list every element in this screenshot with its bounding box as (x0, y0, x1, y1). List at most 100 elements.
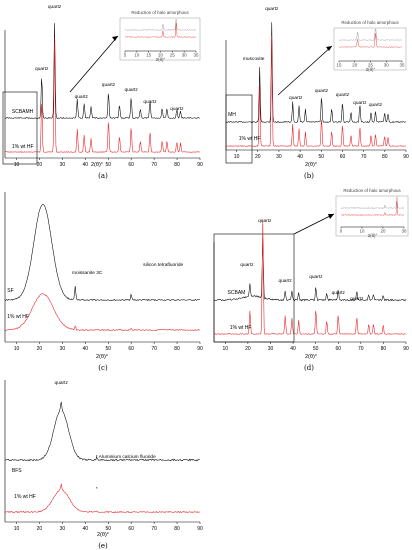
d-annotation: quartz (240, 262, 254, 268)
panel-label-a: (a) (98, 172, 108, 180)
b-tick-label: 40 (297, 154, 303, 160)
b-tick-label: 30 (276, 154, 282, 160)
b-inset-tick-label: 15 (337, 63, 342, 68)
e-tick-label: 90 (197, 526, 203, 532)
e-tick-label: 60 (128, 526, 134, 532)
b-inset-xlabel: 2(θ)° (366, 67, 376, 72)
b-inset-tick-label: 35 (400, 63, 405, 68)
inset-d-arrowhead (328, 214, 334, 219)
c-tick-label: 40 (83, 346, 89, 352)
e-tick-label: 10 (14, 526, 20, 532)
b-tick-label: 10 (234, 154, 240, 160)
e-annotation: * Aluminium calcium fluoride (96, 454, 156, 460)
chart-b: Reduction of halo amorphous 2(θ)° (b) 10… (225, 6, 409, 180)
d-inset-tick-label: 0 (340, 229, 343, 234)
xlabel-c: 2(θ)° (96, 354, 108, 360)
a-series-label: SCBAMH (12, 109, 34, 115)
d-tick-label: 30 (268, 346, 274, 352)
a-inset-tick-label: 25 (170, 53, 175, 58)
a-tick-label: 40 (83, 162, 89, 168)
c-series-hf (4, 293, 200, 331)
c-tick-label: 50 (105, 346, 111, 352)
a-inset-series-0 (124, 18, 197, 31)
inset-d-title: Reduction of halo amorphous (343, 188, 401, 193)
b-inset-series-0 (338, 28, 403, 41)
a-annotation: quartz (170, 106, 184, 112)
e-series-label: 1% wt HF (14, 494, 36, 500)
d-annotation: quartz (332, 290, 346, 296)
d-inset-series-0 (340, 196, 405, 209)
zoom-box-d (213, 233, 295, 343)
b-tick-label: 80 (382, 154, 388, 160)
a-annotation: quartz (143, 99, 157, 105)
xlabel-a: 2(θ)° (91, 162, 103, 168)
e-tick-label: 80 (174, 526, 180, 532)
c-tick-label: 70 (151, 346, 157, 352)
chart-e: 2(θ)° (e) 10 20 30 40 50 60 70 80 90 BFS 1% wt HF q… (4, 380, 203, 550)
e-annotation: quartz (55, 380, 69, 386)
inset-a-frame (119, 17, 201, 61)
b-tick-label: 90 (403, 154, 409, 160)
inset-b-arrowhead (326, 46, 332, 51)
d-tick-label: 90 (403, 346, 409, 352)
chart-c: 2(θ)° (c) 10 20 30 40 50 60 70 80 90 SF 1% wt HF mo… (4, 192, 203, 372)
a-annotation: quartz (35, 66, 49, 72)
a-inset-tick-label: 15 (146, 53, 151, 58)
c-series-label: SF (7, 288, 13, 294)
a-inset-series-1 (124, 23, 197, 38)
a-annotation: quartz (102, 82, 116, 88)
c-series-label: 1% wt HF (7, 314, 29, 320)
a-tick-label: 70 (151, 162, 157, 168)
b-inset-tick-label: 30 (384, 63, 389, 68)
zoom-box-b (225, 94, 253, 164)
b-inset-tick-label: 20 (352, 63, 357, 68)
inset-b-frame (333, 27, 407, 71)
d-annotation: quartz (278, 278, 292, 284)
d-tick-label: 70 (358, 346, 364, 352)
c-annotation: moissanite 3C (72, 270, 103, 276)
c-tick-label: 60 (128, 346, 134, 352)
b-annotation: quartz (289, 95, 303, 101)
c-tick-label: 90 (197, 346, 203, 352)
d-tick-label: 10 (223, 346, 229, 352)
xlabel-d: 2(θ)° (305, 354, 317, 360)
inset-a-arrowhead (112, 36, 118, 41)
inset-a-title: Reduction of halo amorphous (131, 10, 189, 15)
panel-label-b: (b) (304, 172, 314, 180)
d-annotation: quartz (258, 218, 272, 224)
c-annotation: silicon tetrafluoride (143, 262, 183, 268)
e-series-label: BFS (12, 468, 22, 474)
a-tick-label: 60 (128, 162, 134, 168)
c-tick-label: 20 (37, 346, 43, 352)
b-series-label: MH (228, 112, 236, 118)
a-inset-tick-label: 30 (182, 53, 187, 58)
inset-a-arrow (69, 35, 119, 93)
e-annotation: * (96, 486, 98, 492)
c-series-sample (4, 204, 200, 302)
c-tick-label: 80 (174, 346, 180, 352)
b-annotation: quartz (353, 100, 367, 106)
b-inset-series-1 (338, 33, 402, 48)
d-series-label: 1% wt HF (230, 325, 252, 331)
a-annotation: quartz (48, 4, 62, 10)
d-tick-label: 80 (381, 346, 387, 352)
d-inset-tick-label: 30 (402, 229, 407, 234)
d-inset-series-1 (340, 201, 405, 216)
b-inset-tick-label: 25 (368, 63, 373, 68)
d-tick-label: 50 (313, 346, 319, 352)
a-series-sample (4, 23, 200, 119)
b-series-label: 1% wt HF (239, 136, 261, 142)
a-tick-label: 50 (105, 162, 111, 168)
a-annotation: quartz (125, 87, 139, 93)
a-tick-label: 80 (174, 162, 180, 168)
a-series-label: 1% wt HF (12, 144, 34, 150)
d-tick-label: 20 (245, 346, 251, 352)
e-tick-label: 20 (37, 526, 43, 532)
c-tick-label: 30 (60, 346, 66, 352)
xlabel-e: 2(θ)° (97, 532, 109, 538)
d-tick-label: 60 (335, 346, 341, 352)
b-tick-label: 50 (319, 154, 325, 160)
b-tick-label: 60 (340, 154, 346, 160)
a-inset-tick-label: 5 (124, 53, 127, 58)
inset-d-frame (335, 195, 409, 237)
